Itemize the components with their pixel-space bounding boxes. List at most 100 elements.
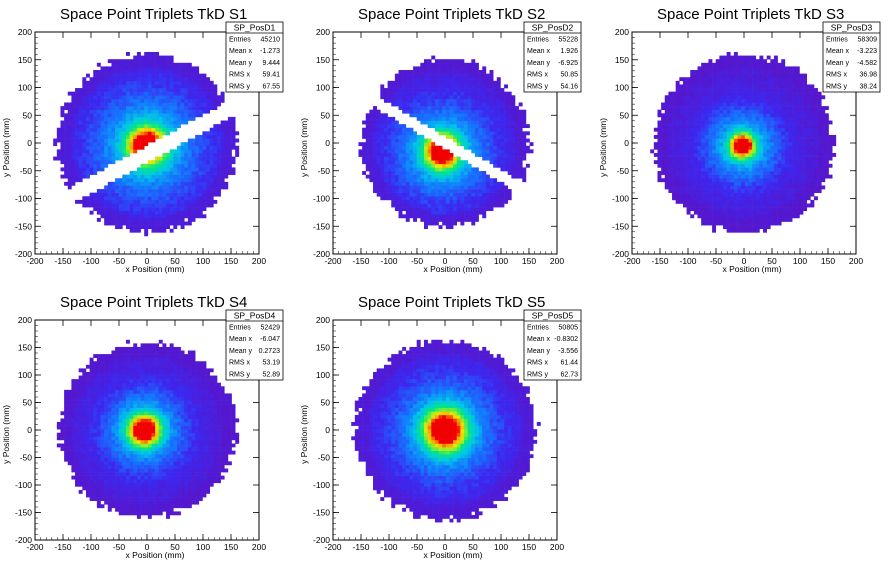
heatmap-cell [413, 160, 418, 165]
heatmap-cell [679, 192, 684, 197]
heatmap-cell [773, 120, 778, 125]
heatmap-cell [416, 77, 421, 82]
heatmap-cell [773, 134, 778, 139]
heatmap-cell [719, 156, 724, 161]
heatmap-cell [672, 134, 676, 139]
heatmap-cell [198, 142, 203, 147]
heatmap-cell [133, 88, 138, 92]
heatmap-cell [126, 210, 130, 215]
heatmap-cell [176, 178, 181, 183]
heatmap-cell [431, 196, 436, 201]
heatmap-cell [383, 124, 388, 129]
heatmap-cell [431, 142, 436, 147]
heatmap-cell [755, 217, 760, 222]
heatmap-cell [726, 102, 731, 107]
heatmap-cell [741, 55, 746, 60]
heatmap-cell [741, 109, 746, 114]
heatmap-cell [173, 225, 178, 230]
heatmap-cell [515, 142, 519, 147]
heatmap-cell [166, 192, 170, 197]
heatmap-cell [690, 80, 695, 85]
heatmap-cell [664, 131, 669, 136]
heatmap-cell [777, 167, 782, 172]
heatmap-cell [690, 149, 695, 154]
heatmap-cell [701, 62, 706, 67]
heatmap-cell [766, 225, 771, 230]
heatmap-cell [209, 203, 214, 208]
heatmap-cells [358, 55, 534, 230]
heatmap-cell [89, 152, 94, 157]
heatmap-cell [482, 102, 487, 107]
heatmap-cell [744, 156, 749, 161]
heatmap-cell [456, 73, 461, 78]
heatmap-cell [107, 109, 112, 114]
heatmap-cell [485, 127, 490, 132]
heatmap-cell [176, 80, 181, 85]
heatmap-cell [187, 174, 192, 179]
heatmap-cell [224, 131, 229, 136]
heatmap-cell [467, 98, 472, 103]
heatmap-cell [85, 134, 90, 139]
heatmap-cell [129, 124, 134, 129]
heatmap-cell [755, 91, 760, 96]
heatmap-cell [434, 116, 439, 121]
heatmap-cell [763, 228, 767, 233]
heatmap-cell [169, 156, 174, 161]
heatmap-cell [471, 167, 476, 172]
stats-label: Mean x [527, 48, 550, 55]
heatmap-cell [431, 156, 436, 161]
heatmap-cell [416, 203, 421, 208]
heatmap-cell [206, 109, 211, 114]
heatmap-cell [115, 221, 120, 226]
heatmap-cell [737, 214, 742, 219]
heatmap-cell [231, 145, 236, 150]
heatmap-cell [151, 127, 156, 132]
heatmap-cell [151, 98, 156, 103]
heatmap-cell [456, 189, 461, 193]
heatmap-cell [730, 77, 735, 82]
heatmap-cell [144, 95, 149, 100]
heatmap-cell [75, 145, 79, 150]
heatmap-cell [434, 124, 439, 129]
heatmap-cell [460, 109, 465, 114]
heatmap-cell [231, 131, 236, 136]
heatmap-cell [166, 116, 170, 121]
heatmap-cell [485, 149, 490, 154]
heatmap-cell [442, 102, 447, 107]
heatmap-cell [166, 189, 170, 193]
heatmap-cell [773, 221, 778, 226]
heatmap-cell [489, 203, 494, 208]
heatmap-cell [416, 80, 421, 85]
x-tick-label: -50 [411, 256, 424, 266]
heatmap-cell [104, 102, 109, 107]
heatmap-cell [770, 134, 775, 139]
heatmap-cell [478, 152, 483, 157]
heatmap-cell [144, 70, 149, 74]
heatmap-cell [672, 189, 676, 193]
heatmap-cell [126, 113, 130, 118]
heatmap-cell [93, 88, 98, 92]
heatmap-cell [471, 84, 476, 89]
heatmap-cell [180, 73, 185, 78]
heatmap-cell [453, 207, 458, 212]
heatmap-cell [93, 77, 98, 82]
heatmap-cell [187, 149, 192, 154]
heatmap-cell [424, 62, 428, 67]
heatmap-cell [122, 221, 127, 226]
heatmap-cell [383, 134, 388, 139]
heatmap-cell [362, 152, 367, 157]
heatmap-cell [708, 116, 713, 121]
heatmap-cell [217, 178, 221, 183]
heatmap-cell [376, 189, 381, 193]
heatmap-cell [777, 66, 782, 71]
heatmap-cell [737, 167, 742, 172]
heatmap-cell [394, 192, 399, 197]
heatmap-cell [224, 160, 229, 165]
heatmap-cell [227, 131, 232, 136]
heatmap-cell [701, 214, 706, 219]
heatmap-cell [464, 124, 468, 129]
heatmap-cell [195, 95, 200, 100]
heatmap-cell [686, 196, 691, 201]
heatmap-cell [737, 149, 742, 154]
heatmap-cell [730, 149, 735, 154]
